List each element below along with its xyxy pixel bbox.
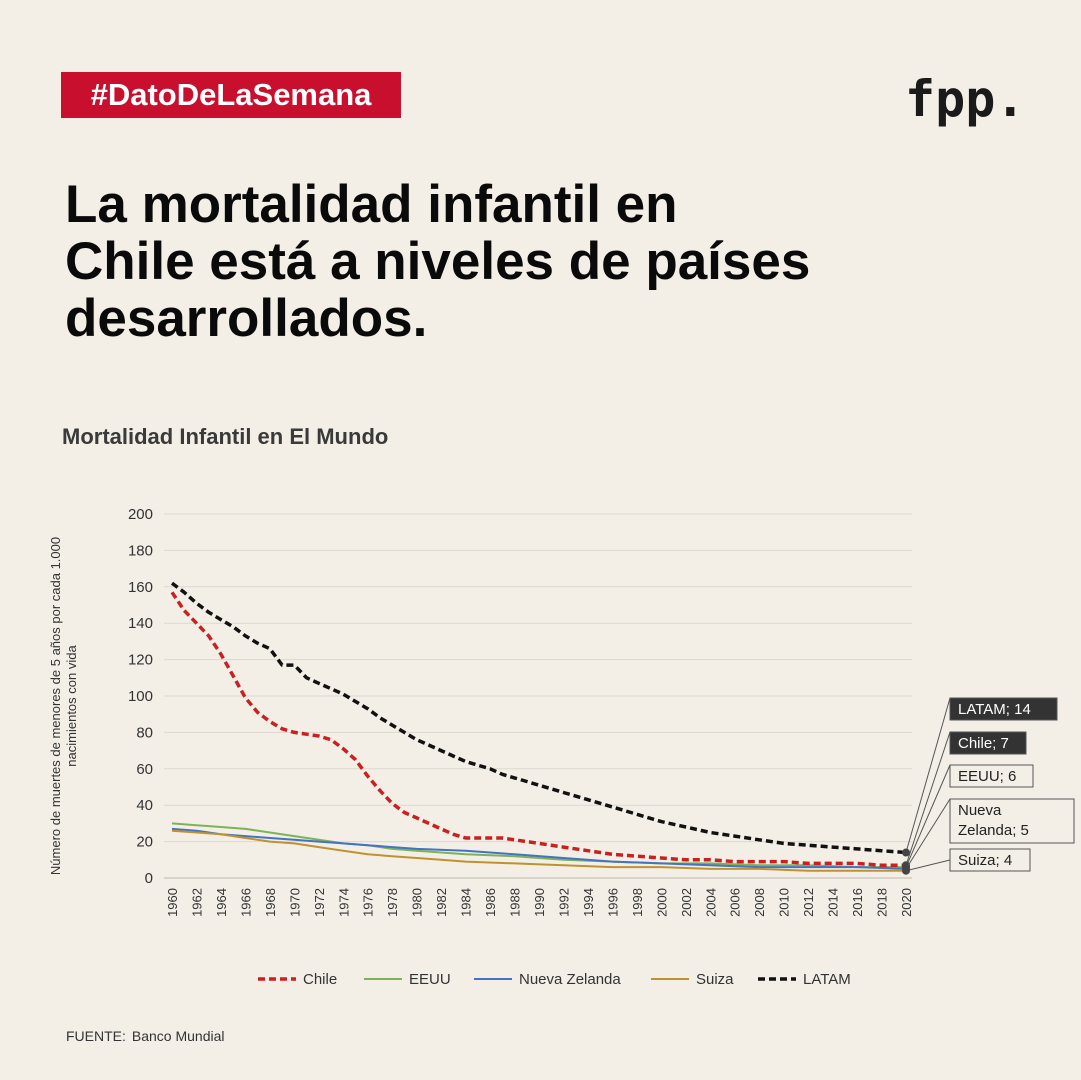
- x-tick-label: 1982: [434, 888, 449, 917]
- x-tick-label: 1966: [238, 888, 253, 917]
- y-tick-label: 120: [128, 652, 153, 669]
- x-tick-label: 1994: [581, 888, 596, 917]
- y-tick-label: 100: [128, 688, 153, 705]
- leader-line: [905, 859, 951, 872]
- x-tick-label: 1996: [605, 888, 620, 917]
- y-axis-label: Número de muertes de menores de 5 años p…: [48, 537, 79, 875]
- x-tick-label: 1986: [483, 888, 498, 917]
- x-tick-label: 1972: [312, 888, 327, 917]
- y-tick-label: 180: [128, 542, 153, 559]
- x-tick-label: 2000: [654, 888, 669, 917]
- end-label-box: [949, 731, 1027, 755]
- end-label-box: [949, 798, 1075, 844]
- x-tick-label: 1984: [459, 888, 474, 917]
- x-tick-label: 1960: [165, 888, 180, 917]
- source-value: Banco Mundial: [131, 1028, 225, 1044]
- end-label-box: [949, 697, 1058, 721]
- x-tick-label: 1978: [385, 888, 400, 917]
- end-label: LATAM; 14: [958, 701, 1031, 718]
- x-tick-label: 2012: [801, 888, 816, 917]
- x-tick-label: 1980: [410, 888, 425, 917]
- end-label-box: [949, 848, 1031, 872]
- x-tick-label: 1970: [287, 888, 302, 917]
- end-label: Chile; 7: [958, 735, 1009, 752]
- y-tick-label: 60: [136, 761, 153, 778]
- x-tick-label: 2004: [703, 888, 718, 917]
- x-tick-label: 1992: [556, 888, 571, 917]
- series-line-latam: [170, 581, 907, 855]
- source-note: FUENTE: Banco Mundial: [66, 1028, 225, 1044]
- end-label-box: [949, 764, 1034, 788]
- end-label: EEUU; 6: [958, 768, 1016, 785]
- legend-label: EEUU: [409, 971, 451, 988]
- series-line-nueva-zelanda: [171, 827, 907, 870]
- y-tick-label: 140: [128, 615, 153, 632]
- x-tick-label: 2008: [752, 888, 767, 917]
- series-line-chile: [170, 591, 906, 868]
- leader-line: [905, 731, 951, 866]
- line-chart: 0 20 40 60 80 100 120 140 160 180 200 1960 1962 1964 1…: [48, 506, 1075, 988]
- x-tick-label: 1974: [336, 888, 351, 917]
- y-tick-label: 200: [128, 506, 153, 523]
- x-tick-label: 2010: [777, 888, 792, 917]
- source-label: FUENTE:: [66, 1028, 126, 1044]
- x-tick-label: 1968: [263, 888, 278, 917]
- x-tick-label: 1988: [508, 888, 523, 917]
- leader-line: [905, 798, 951, 870]
- legend-label: Nueva Zelanda: [519, 971, 621, 988]
- x-tick-label: 2014: [826, 888, 841, 917]
- y-tick-label: 80: [136, 724, 153, 741]
- series-line-suiza: [171, 829, 906, 872]
- fpp-logo: fpp.: [905, 70, 1026, 128]
- end-point: [902, 866, 910, 875]
- leader-line: [905, 764, 951, 868]
- y-tick-label: 40: [136, 797, 153, 814]
- x-tick-label: 2020: [899, 888, 914, 917]
- x-tick-label: 2006: [728, 888, 743, 917]
- x-tick-label: 1962: [189, 888, 204, 917]
- end-label: Nueva Zelanda; 5: [958, 802, 1029, 839]
- headline-line-1: La mortalidad infantil en: [65, 175, 678, 234]
- leader-line: [905, 697, 951, 853]
- y-tick-label: 0: [145, 870, 153, 887]
- x-tick-label: 1964: [214, 888, 229, 917]
- headline: La mortalidad infantil en Chile está a n…: [65, 176, 965, 347]
- series-line-eeuu: [171, 822, 906, 869]
- x-tick-label: 2002: [679, 888, 694, 917]
- x-tick-label: 1990: [532, 888, 547, 917]
- x-tick-label: 2018: [875, 888, 890, 917]
- end-label: Suiza; 4: [958, 852, 1012, 869]
- x-tick-label: 2016: [850, 888, 865, 917]
- y-tick-label: 160: [128, 579, 153, 596]
- x-tick-label: 1976: [361, 888, 376, 917]
- chart-heading: Mortalidad Infantil en El Mundo: [62, 424, 389, 449]
- x-tick-label: 1998: [630, 888, 645, 917]
- hashtag-badge: #DatoDeLaSemana: [61, 72, 401, 118]
- legend-label: Suiza: [696, 971, 734, 988]
- headline-line-2: Chile está a niveles de países: [65, 232, 811, 291]
- end-point: [902, 848, 910, 857]
- legend-label: LATAM: [803, 971, 851, 988]
- headline-line-3: desarrollados.: [65, 289, 428, 348]
- y-tick-label: 20: [136, 834, 153, 851]
- legend-label: Chile: [303, 971, 337, 988]
